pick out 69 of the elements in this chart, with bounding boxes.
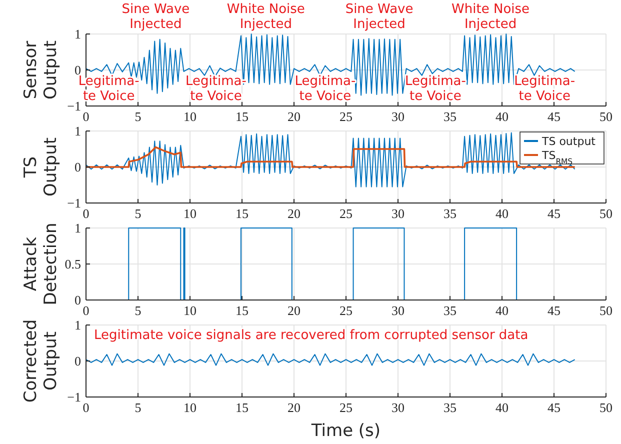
y-tick-label: 1 bbox=[74, 220, 81, 236]
x-tick-label: 30 bbox=[392, 303, 404, 318]
y-axis-title: TS Output bbox=[21, 137, 61, 197]
x-tick-label: 45 bbox=[548, 400, 560, 415]
y-tick-label: −1 bbox=[67, 98, 81, 114]
x-tick-label: 50 bbox=[600, 109, 612, 124]
y-tick-label: 1 bbox=[74, 124, 81, 138]
y-tick-label: −1 bbox=[67, 390, 81, 404]
y-tick-label: 0 bbox=[74, 160, 81, 174]
x-tick-label: 45 bbox=[548, 109, 560, 124]
x-tick-label: 30 bbox=[392, 206, 404, 221]
x-tick-label: 5 bbox=[134, 303, 142, 318]
x-tick-label: 35 bbox=[444, 400, 456, 415]
y-tick-label: 1 bbox=[74, 318, 81, 332]
y-axis-title: Attack Detection bbox=[21, 222, 61, 306]
x-tick-label: 25 bbox=[340, 206, 352, 221]
x-tick-label: 10 bbox=[184, 400, 196, 415]
x-tick-label: 40 bbox=[496, 109, 508, 124]
x-axis-title: Time (s) bbox=[310, 421, 381, 441]
x-tick-label: 15 bbox=[236, 400, 248, 415]
x-tick-label: 20 bbox=[288, 303, 300, 318]
text: White Noise Injected bbox=[452, 2, 530, 32]
y-tick-label: 1 bbox=[74, 26, 81, 42]
x-tick-label: 40 bbox=[496, 400, 508, 415]
x-tick-label: 20 bbox=[288, 400, 300, 415]
x-tick-label: 20 bbox=[288, 109, 300, 124]
y-tick-label: 0 bbox=[74, 354, 81, 368]
x-tick-label: 10 bbox=[184, 109, 196, 124]
x-tick-label: 25 bbox=[340, 400, 352, 415]
y-tick-label: 0 bbox=[74, 292, 81, 308]
x-tick-label: 35 bbox=[444, 109, 456, 124]
x-tick-label: 10 bbox=[184, 206, 196, 221]
x-tick-label: 35 bbox=[444, 206, 456, 221]
x-tick-label: 35 bbox=[444, 303, 456, 318]
line-series bbox=[85, 146, 576, 168]
x-tick-label: 25 bbox=[340, 303, 352, 318]
x-tick-label: 20 bbox=[288, 206, 300, 221]
annotation: Legitima- te Voice bbox=[294, 74, 356, 104]
y-axis-title: Sensor Output bbox=[21, 40, 61, 100]
x-tick-label: 15 bbox=[236, 206, 248, 221]
x-tick-label: 10 bbox=[184, 303, 196, 318]
x-tick-label: 5 bbox=[134, 109, 142, 124]
text: Sine Wave Injected bbox=[345, 2, 414, 32]
x-tick-label: 5 bbox=[134, 400, 142, 415]
annotation: Legitima- te Voice bbox=[514, 74, 576, 104]
annotation: Legitimate voice signals are recovered from corrupted sensor data bbox=[94, 328, 528, 343]
x-tick-label: 15 bbox=[236, 109, 248, 124]
x-tick-label: 40 bbox=[496, 206, 508, 221]
x-tick-label: 45 bbox=[548, 206, 560, 221]
x-tick-label: 5 bbox=[134, 206, 142, 221]
x-tick-label: 15 bbox=[236, 303, 248, 318]
line-series bbox=[86, 353, 576, 366]
x-tick-label: 50 bbox=[600, 206, 612, 221]
y-tick-label: 0 bbox=[74, 62, 81, 78]
y-axis-title: Corrected Output bbox=[21, 319, 61, 403]
x-tick-label: 30 bbox=[392, 400, 404, 415]
y-tick-label: 0.5 bbox=[64, 256, 81, 272]
x-tick-label: 25 bbox=[340, 109, 352, 124]
x-tick-label: 50 bbox=[600, 400, 612, 415]
legend-label: TS output bbox=[541, 135, 596, 148]
x-tick-label: 30 bbox=[392, 109, 404, 124]
x-tick-label: 50 bbox=[600, 303, 612, 318]
y-tick-label: −1 bbox=[67, 196, 81, 210]
legend-label: TS$_{RMS}$ bbox=[541, 149, 573, 166]
text: Sine Wave Injected bbox=[122, 2, 190, 32]
text: White Noise Injected bbox=[226, 2, 305, 32]
x-tick-label: 40 bbox=[496, 303, 508, 318]
x-tick-label: 45 bbox=[548, 303, 560, 318]
annotation: Legitima- te Voice bbox=[404, 74, 466, 104]
